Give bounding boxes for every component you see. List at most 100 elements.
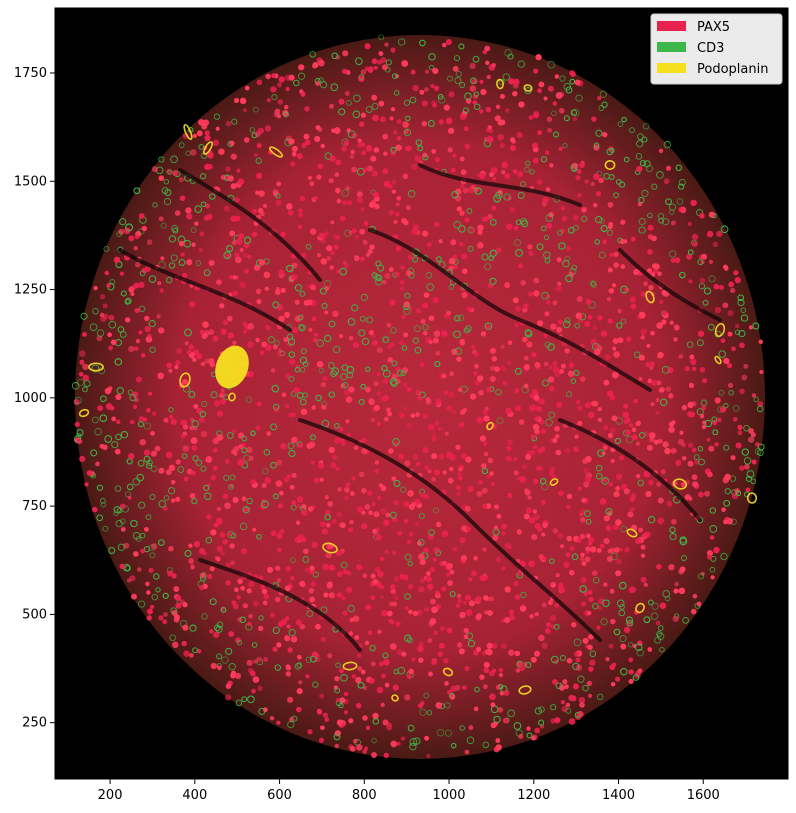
cell xyxy=(464,665,470,671)
cell xyxy=(276,642,282,648)
cell xyxy=(485,503,492,509)
cell xyxy=(403,99,411,106)
cell xyxy=(586,680,592,687)
cell xyxy=(201,613,208,620)
cell xyxy=(696,601,702,607)
cell xyxy=(543,333,548,338)
cell xyxy=(244,268,250,274)
cell xyxy=(79,455,86,462)
cell xyxy=(638,527,643,533)
cell xyxy=(182,272,188,279)
cell xyxy=(102,525,109,532)
cell xyxy=(446,405,452,412)
cell xyxy=(309,565,315,571)
cell xyxy=(119,518,126,524)
cell xyxy=(475,595,482,602)
cell xyxy=(448,391,455,398)
cell xyxy=(391,517,397,523)
cell xyxy=(351,166,357,173)
cell xyxy=(196,407,203,414)
cell xyxy=(600,618,608,626)
cell xyxy=(422,152,428,158)
cell xyxy=(406,270,412,277)
cell xyxy=(290,557,296,563)
cell xyxy=(168,487,176,495)
cell xyxy=(591,116,597,122)
cell xyxy=(230,153,237,160)
cell xyxy=(454,315,461,322)
cell xyxy=(458,225,466,233)
cell xyxy=(393,500,399,506)
cell xyxy=(500,344,505,349)
cell xyxy=(692,593,698,599)
cell xyxy=(512,169,518,174)
cell xyxy=(632,674,640,681)
cell xyxy=(358,399,365,405)
cell xyxy=(603,379,610,386)
cell xyxy=(451,191,459,199)
cell xyxy=(124,317,131,323)
cell xyxy=(418,512,425,519)
cell xyxy=(212,447,218,453)
cell xyxy=(365,386,371,393)
cell xyxy=(433,330,441,337)
cell xyxy=(377,59,383,65)
cell xyxy=(162,506,168,511)
cell xyxy=(190,227,197,234)
cell xyxy=(466,208,473,214)
cell xyxy=(670,447,677,454)
cell xyxy=(522,336,528,343)
cell xyxy=(348,335,354,341)
cell xyxy=(613,491,620,498)
cell xyxy=(460,169,467,175)
cell xyxy=(479,79,484,84)
cell xyxy=(408,531,414,537)
cell xyxy=(257,685,263,691)
cell xyxy=(213,631,220,639)
cell xyxy=(461,253,468,260)
cell xyxy=(212,335,219,342)
cell xyxy=(275,193,281,199)
cell xyxy=(601,101,608,108)
cell xyxy=(657,352,664,359)
cell xyxy=(189,624,197,632)
cell xyxy=(463,327,470,334)
cell xyxy=(620,525,628,533)
cell xyxy=(529,169,535,175)
cell xyxy=(390,643,397,650)
cell xyxy=(720,338,726,343)
cell xyxy=(411,657,416,662)
cell xyxy=(680,482,687,488)
cell xyxy=(474,363,479,369)
cell xyxy=(158,261,166,269)
cell xyxy=(602,477,608,483)
cell xyxy=(238,458,245,466)
cell xyxy=(267,336,275,344)
cell xyxy=(660,398,668,406)
cell xyxy=(320,81,328,89)
cell xyxy=(468,725,474,730)
cell xyxy=(422,447,429,454)
cell xyxy=(559,75,566,82)
cell xyxy=(449,371,455,377)
cell xyxy=(555,682,563,689)
cell xyxy=(595,129,603,137)
cell xyxy=(294,284,303,292)
cell xyxy=(734,329,741,335)
cell xyxy=(371,333,376,339)
cell xyxy=(706,437,711,442)
cell xyxy=(673,324,680,331)
cell xyxy=(169,634,177,642)
cell xyxy=(628,423,634,428)
cell xyxy=(373,381,379,387)
cell xyxy=(301,509,308,516)
cell xyxy=(479,674,485,680)
cell xyxy=(613,628,621,636)
cell xyxy=(427,638,433,643)
cell xyxy=(290,391,297,397)
cell xyxy=(318,367,325,374)
cell xyxy=(528,517,536,524)
cell xyxy=(195,459,203,467)
cell xyxy=(320,606,328,614)
cell xyxy=(546,116,553,122)
